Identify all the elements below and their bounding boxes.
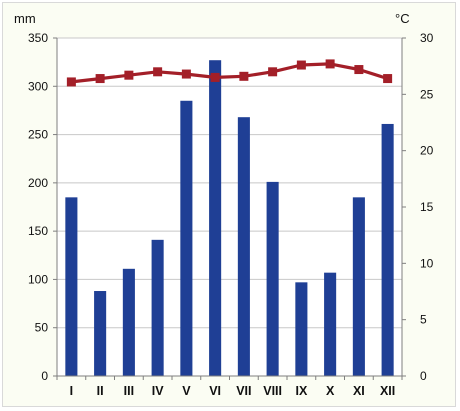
left-tick-label: 300 — [28, 79, 48, 93]
precip-bar-VII — [237, 117, 250, 376]
temp-marker-VIII — [268, 67, 278, 77]
temp-marker-IV — [153, 67, 163, 77]
temp-marker-III — [124, 70, 134, 80]
precip-bar-XI — [352, 197, 365, 376]
left-tick-label: 200 — [28, 176, 48, 190]
temp-marker-XII — [383, 74, 393, 84]
left-tick-label: 100 — [28, 272, 48, 286]
month-label-VII: VII — [236, 384, 251, 398]
month-label-VIII: VIII — [263, 384, 282, 398]
precip-bar-III — [122, 268, 135, 376]
temp-marker-VII — [239, 71, 249, 81]
left-tick-label: 50 — [35, 321, 49, 335]
left-tick-label: 150 — [28, 224, 48, 238]
precip-bar-II — [94, 291, 107, 376]
temp-marker-X — [325, 59, 335, 69]
temp-marker-IX — [296, 60, 306, 70]
precip-bar-VI — [209, 60, 222, 377]
right-tick-label: 10 — [420, 256, 434, 270]
precip-bar-V — [180, 100, 193, 377]
precip-bar-X — [324, 272, 337, 376]
right-tick-label: 5 — [420, 313, 427, 327]
precip-bar-XII — [381, 123, 394, 376]
right-axis-unit: °C — [395, 11, 410, 26]
left-tick-label: 250 — [28, 128, 48, 142]
month-label-VI: VI — [209, 384, 221, 398]
temp-marker-VI — [210, 72, 220, 82]
temp-marker-XI — [354, 65, 364, 75]
plot-area — [57, 38, 402, 376]
left-axis-unit: mm — [14, 11, 36, 26]
left-tick-label: 350 — [28, 31, 48, 45]
precip-bar-IX — [295, 282, 308, 376]
month-label-V: V — [182, 384, 191, 398]
month-label-XII: XII — [380, 384, 395, 398]
month-label-X: X — [326, 384, 335, 398]
month-label-XI: XI — [353, 384, 365, 398]
precip-bar-I — [65, 197, 78, 376]
precipitation-bars — [65, 60, 394, 377]
right-tick-label: 25 — [420, 87, 434, 101]
temp-marker-V — [181, 69, 191, 79]
left-tick-label: 0 — [41, 369, 48, 383]
right-tick-label: 30 — [420, 31, 434, 45]
precip-bar-IV — [151, 239, 164, 376]
temperature-line — [66, 59, 393, 87]
month-label-III: III — [124, 384, 134, 398]
right-tick-label: 20 — [420, 144, 434, 158]
month-label-IV: IV — [152, 384, 164, 398]
temp-marker-II — [95, 74, 105, 84]
month-label-II: II — [97, 384, 104, 398]
temperature-polyline — [71, 62, 389, 84]
precip-bar-VIII — [266, 181, 279, 376]
month-label-IX: IX — [295, 384, 307, 398]
right-tick-label: 0 — [420, 369, 427, 383]
temp-marker-I — [66, 77, 76, 87]
right-tick-label: 15 — [420, 200, 434, 214]
month-label-I: I — [70, 384, 73, 398]
gridlines — [57, 37, 402, 329]
